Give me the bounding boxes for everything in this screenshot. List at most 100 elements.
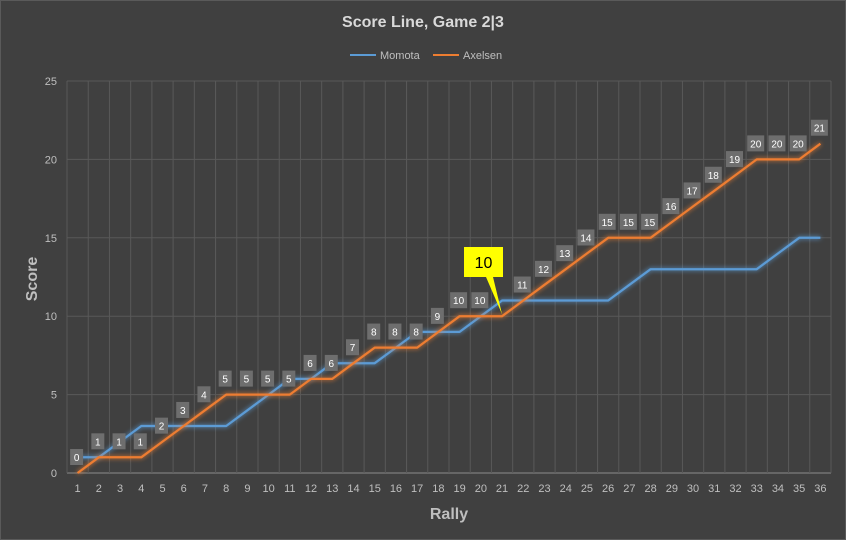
- data-label-box: [641, 213, 659, 230]
- x-tick-label: 34: [772, 483, 784, 495]
- data-label: 8: [371, 328, 377, 339]
- data-label-box: [133, 433, 147, 450]
- data-label-box: [324, 354, 338, 371]
- data-label: 15: [644, 218, 656, 229]
- x-tick-label: 6: [181, 483, 187, 495]
- data-label: 2: [159, 422, 165, 433]
- x-tick-label: 11: [284, 483, 295, 495]
- data-label-box: [430, 307, 444, 324]
- x-tick-label: 24: [560, 483, 572, 495]
- x-tick-label: 18: [432, 483, 444, 495]
- x-tick-label: 26: [602, 483, 614, 495]
- data-label-box: [197, 386, 211, 403]
- x-tick-label: 29: [666, 483, 678, 495]
- data-label: 1: [116, 437, 122, 448]
- data-label: 14: [580, 233, 592, 244]
- y-axis-ticks: 0 5 10 15 20 25: [45, 76, 57, 480]
- x-tick-label: 31: [708, 483, 720, 495]
- x-tick-label: 7: [202, 483, 208, 495]
- data-label: 13: [559, 249, 571, 260]
- callout: 10: [464, 247, 503, 315]
- data-label: 6: [307, 359, 313, 370]
- y-tick-label: 25: [45, 76, 57, 88]
- data-label-box: [768, 135, 786, 152]
- data-label-box: [176, 401, 190, 418]
- x-tick-label: 22: [517, 483, 529, 495]
- data-label: 18: [708, 171, 720, 182]
- data-label-box: [789, 135, 807, 152]
- x-tick-label: 30: [687, 483, 699, 495]
- legend: Momota Axelsen: [350, 50, 502, 62]
- x-tick-label: 13: [326, 483, 338, 495]
- data-label-box: [112, 433, 126, 450]
- data-label: 12: [538, 265, 550, 276]
- callout-label: 10: [475, 255, 493, 272]
- data-label-box: [471, 292, 489, 309]
- x-tick-label: 19: [453, 483, 465, 495]
- x-tick-label: 9: [244, 483, 250, 495]
- data-label-box: [409, 323, 423, 340]
- x-tick-label: 20: [475, 483, 487, 495]
- x-tick-label: 14: [347, 483, 359, 495]
- data-label-box: [155, 417, 168, 434]
- y-tick-label: 10: [45, 311, 57, 323]
- x-axis-ticks: 1 2 3 4 5 6 7 8 9 10 11 12 13 14 15 16 17 18 19 20 21 22 23 24 2…: [75, 483, 827, 495]
- x-tick-label: 3: [117, 483, 123, 495]
- x-tick-label: 36: [814, 483, 826, 495]
- x-axis-title: Rally: [430, 506, 468, 523]
- data-label-box: [619, 213, 637, 230]
- data-label-box: [704, 166, 722, 183]
- data-label: 19: [729, 155, 741, 166]
- x-tick-label: 8: [223, 483, 229, 495]
- data-label-box: [598, 213, 616, 230]
- series-lines: [76, 142, 822, 474]
- data-label: 1: [95, 437, 101, 448]
- data-label-box: [239, 370, 253, 387]
- data-label-box: [367, 323, 381, 340]
- x-tick-label: 21: [496, 483, 508, 495]
- x-tick-label: 4: [138, 483, 144, 495]
- x-tick-label: 2: [96, 483, 102, 495]
- data-label: 1: [137, 437, 143, 448]
- legend-label-momota: Momota: [380, 50, 421, 62]
- data-label-box: [683, 182, 701, 199]
- data-label: 9: [435, 312, 441, 323]
- series-line-momota: [77, 236, 821, 459]
- series-line-axelsen: [76, 142, 822, 474]
- data-label-box: [282, 370, 296, 387]
- x-tick-label: 10: [262, 483, 274, 495]
- data-label-box: [513, 276, 531, 293]
- data-label: 8: [392, 328, 398, 339]
- data-label: 20: [750, 139, 762, 150]
- data-label-box: [556, 245, 574, 262]
- data-label: 5: [286, 375, 292, 386]
- data-label-box: [450, 292, 468, 309]
- x-tick-label: 32: [729, 483, 741, 495]
- data-label-box: [577, 229, 595, 246]
- x-tick-label: 23: [538, 483, 550, 495]
- x-tick-label: 25: [581, 483, 593, 495]
- data-label-box: [662, 198, 680, 215]
- data-label-box: [70, 449, 84, 465]
- x-tick-label: 1: [75, 483, 81, 495]
- data-label-box: [388, 323, 402, 340]
- x-tick-label: 12: [305, 483, 317, 495]
- data-label: 10: [474, 296, 486, 307]
- data-label: 6: [328, 359, 334, 370]
- data-label-box: [346, 339, 359, 356]
- y-tick-label: 20: [45, 154, 57, 166]
- y-tick-label: 0: [51, 468, 57, 480]
- data-label-box: [726, 151, 743, 168]
- chart-title: Score Line, Game 2|3: [342, 14, 504, 31]
- data-label: 20: [771, 139, 783, 150]
- data-label-box: [303, 354, 317, 371]
- data-label: 7: [350, 343, 356, 354]
- x-tick-label: 33: [751, 483, 763, 495]
- data-label-box: [810, 119, 828, 136]
- legend-label-axelsen: Axelsen: [463, 50, 502, 62]
- data-label: 15: [602, 218, 614, 229]
- x-tick-label: 27: [623, 483, 635, 495]
